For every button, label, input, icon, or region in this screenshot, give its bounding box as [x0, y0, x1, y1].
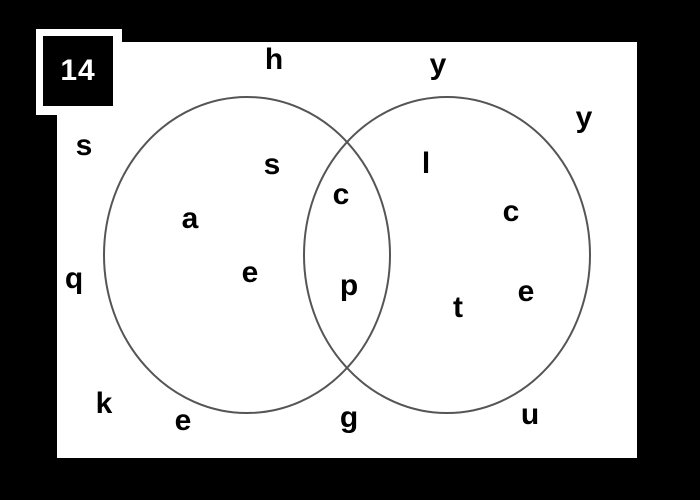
right-letter: e	[517, 275, 535, 308]
diagram-panel	[57, 42, 637, 458]
intersection-letter: p	[339, 269, 359, 302]
outside-letter: y	[575, 101, 593, 134]
outside-letter: s	[75, 129, 93, 162]
right-circle	[303, 96, 591, 414]
right-letter: c	[502, 195, 520, 228]
outside-letter: g	[339, 401, 359, 434]
right-letter: l	[421, 147, 431, 180]
left-letter: s	[263, 148, 281, 181]
outside-letter: k	[95, 387, 113, 420]
left-letter: e	[241, 256, 259, 289]
left-letter: a	[181, 202, 199, 235]
outside-letter: u	[520, 398, 540, 431]
outside-letter: q	[64, 262, 84, 295]
right-letter: t	[453, 291, 463, 324]
left-circle	[103, 96, 391, 414]
question-number-badge: 14	[43, 36, 113, 106]
outside-letter: y	[429, 48, 447, 81]
intersection-letter: c	[332, 178, 350, 211]
outside-letter: h	[264, 43, 284, 76]
outside-letter: e	[174, 404, 192, 437]
